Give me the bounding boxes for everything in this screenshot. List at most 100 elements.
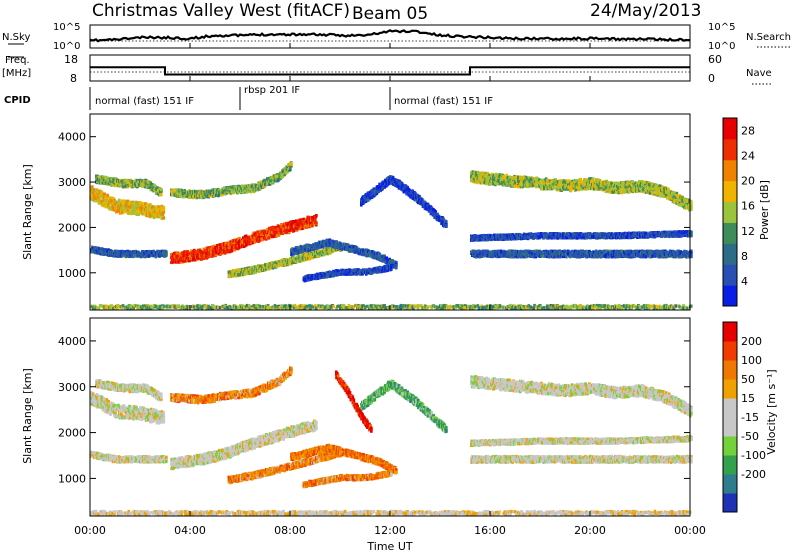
- data-cell-1048: [106, 193, 109, 197]
- data-cell-3953: [290, 162, 293, 166]
- data-cell-1108: [116, 209, 119, 213]
- data-cell-179: [213, 305, 216, 309]
- data-cell-3309: [187, 193, 190, 197]
- data-cell-1243: [138, 203, 141, 208]
- data-cell-142: [186, 304, 189, 309]
- data-cell-1061: [108, 196, 111, 201]
- data-cell-2639: [225, 250, 229, 254]
- data-cell-238: [252, 307, 256, 311]
- freq-tick-high: 18: [64, 53, 78, 66]
- data-cell-34: [114, 306, 117, 310]
- data-cell-505: [416, 304, 420, 308]
- data-cell-89: [149, 304, 153, 308]
- data-cell-3011: [285, 225, 288, 229]
- data-cell-1046: [106, 196, 109, 200]
- data-cell-2314: [173, 258, 177, 262]
- data-cell-1222: [134, 208, 138, 212]
- data-cell-1119: [118, 200, 121, 204]
- data-cell-281: [278, 305, 282, 310]
- data-cell-2859: [261, 238, 264, 242]
- data-cell-3070: [294, 220, 298, 224]
- data-cell-264: [266, 305, 270, 309]
- data-cell-365: [335, 306, 338, 310]
- nsearch-tick-low: 10^0: [708, 41, 735, 52]
- data-cell-11: [97, 306, 101, 310]
- data-cell-961: [92, 188, 96, 192]
- data-cell-2657: [228, 248, 232, 252]
- data-cell-1036: [104, 205, 108, 209]
- data-cell-155: [196, 304, 200, 308]
- data-cell-28: [109, 306, 112, 310]
- freq-label: Freq.: [5, 55, 30, 66]
- data-cell-282: [280, 304, 283, 308]
- data-cell-42: [120, 306, 124, 310]
- data-cell-163: [203, 305, 207, 309]
- data-cell-32: [112, 307, 115, 311]
- data-cell-690: [532, 306, 535, 311]
- data-cell-1204: [131, 211, 135, 215]
- data-cell-2816: [254, 234, 258, 238]
- nsearch-label: N.Search: [746, 32, 791, 43]
- data-cell-2285: [165, 253, 168, 257]
- data-cell-2632: [224, 241, 228, 245]
- data-cell-78: [143, 306, 147, 311]
- data-cell-926: [674, 304, 678, 308]
- data-cell-2442: [195, 250, 198, 254]
- freq-unit-label: [MHz]: [2, 68, 31, 79]
- data-cell-1395: [162, 205, 166, 210]
- data-cell-231: [245, 303, 249, 308]
- data-cell-416: [367, 307, 371, 311]
- data-cell-367: [337, 304, 340, 308]
- data-cell-2747: [243, 244, 246, 248]
- data-cell-140: [185, 306, 188, 311]
- data-cell-1203: [131, 200, 135, 204]
- data-cell-2798: [251, 238, 255, 242]
- data-cell-290: [285, 304, 288, 308]
- data-cell-975: [94, 199, 98, 203]
- data-cell-553: [454, 305, 457, 310]
- data-cell-1031: [103, 198, 107, 202]
- data-cell-684: [527, 304, 531, 308]
- data-cell-2348: [179, 260, 183, 264]
- data-cell-678: [524, 304, 528, 309]
- data-cell-305: [294, 305, 298, 309]
- nave-tick-low: 0: [708, 72, 715, 85]
- data-cell-39: [116, 304, 120, 308]
- data-cell-1068: [110, 196, 113, 200]
- data-cell-932: [682, 304, 685, 308]
- data-cell-1643: [133, 184, 136, 188]
- data-cell-870: [639, 305, 642, 309]
- data-cell-2854: [260, 232, 263, 237]
- data-cell-1073: [110, 199, 113, 203]
- data-cell-2525: [207, 246, 211, 250]
- data-cell-3148: [307, 219, 310, 223]
- data-cell-549: [452, 306, 456, 311]
- nsearch-tick-high: 10^5: [708, 22, 735, 33]
- data-cell-1082: [112, 206, 115, 210]
- data-cell-2177: [147, 254, 151, 258]
- data-cell-999: [98, 197, 102, 201]
- data-cell-257: [262, 304, 265, 309]
- data-cell-1269: [142, 203, 145, 207]
- data-cell-886: [650, 305, 654, 309]
- nsky-label: N.Sky: [2, 32, 30, 43]
- data-cell-2341: [178, 252, 182, 256]
- data-cell-1239: [137, 212, 140, 216]
- data-cell-841: [622, 304, 626, 308]
- data-cell-499: [412, 306, 415, 310]
- cpid-label: CPID: [4, 95, 31, 106]
- nsky-tick-high: 10^5: [53, 22, 80, 33]
- data-cell-1585: [124, 178, 128, 183]
- data-cell-2891: [266, 228, 269, 232]
- data-cell-154: [196, 306, 200, 310]
- data-cell-873: [642, 304, 646, 308]
- data-cell-2405: [188, 259, 191, 263]
- data-cell-2453: [195, 255, 199, 260]
- data-cell-2297: [171, 256, 174, 260]
- data-cell-959: [91, 191, 95, 195]
- data-cell-1054: [107, 202, 110, 206]
- data-cell-3117: [302, 217, 306, 221]
- data-cell-415: [366, 304, 369, 308]
- data-cell-364: [332, 304, 335, 308]
